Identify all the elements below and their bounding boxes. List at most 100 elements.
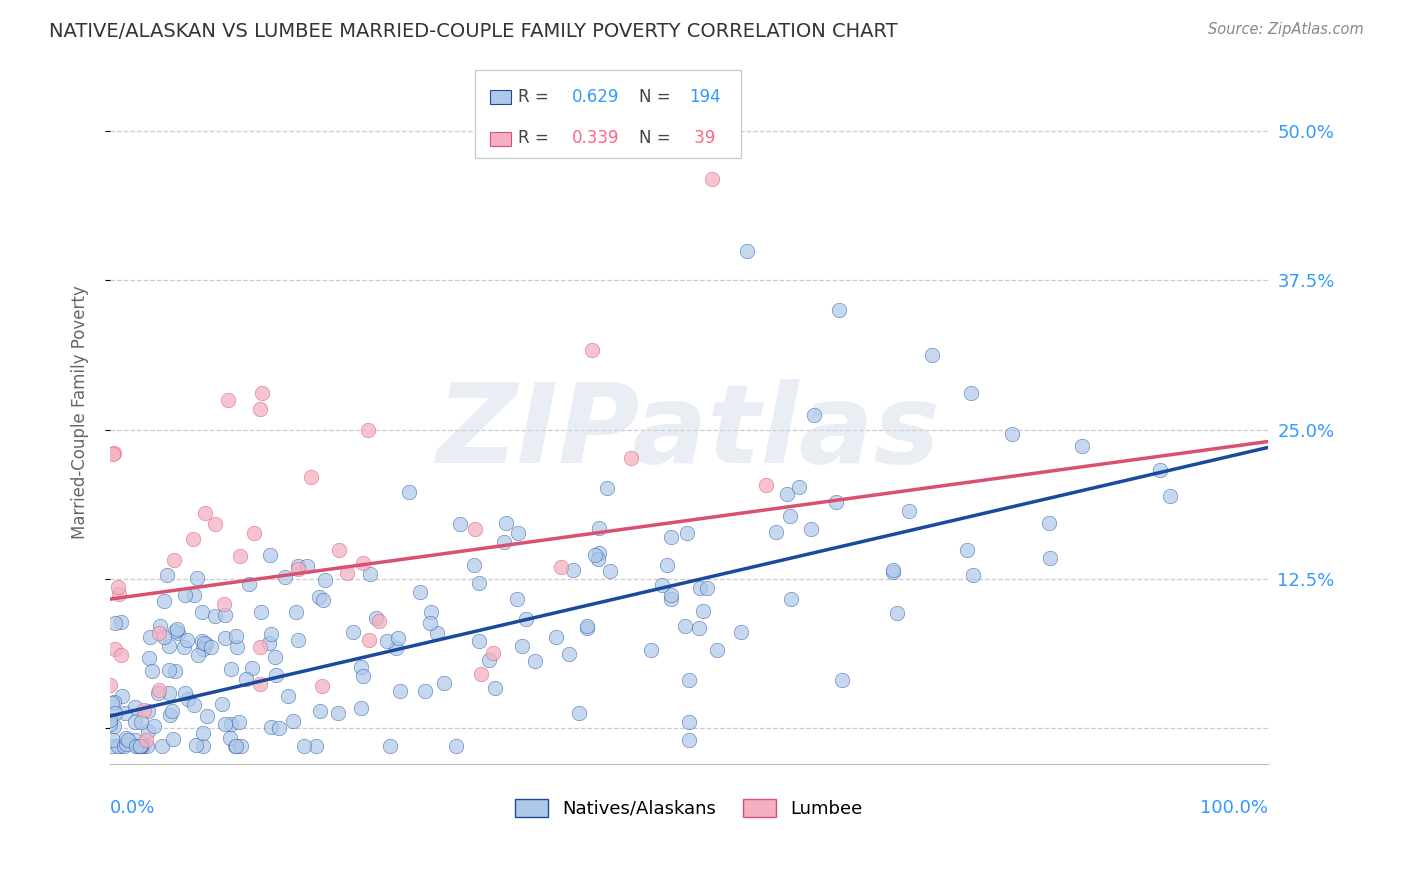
Point	[138, 650, 160, 665]
Point	[159, 686, 181, 700]
Point	[776, 486, 799, 500]
Point	[98, 713, 121, 727]
Point	[259, 548, 281, 562]
Point	[124, 715, 146, 730]
Point	[886, 607, 908, 621]
Point	[336, 566, 359, 580]
Point	[176, 633, 198, 648]
Point	[139, 630, 162, 644]
Point	[882, 565, 904, 579]
Point	[780, 592, 803, 607]
Point	[100, 716, 122, 731]
Point	[419, 616, 441, 631]
Point	[104, 642, 127, 657]
Point	[104, 706, 127, 720]
Point	[195, 708, 218, 723]
Point	[787, 479, 810, 493]
Point	[226, 640, 249, 654]
Point	[735, 244, 758, 258]
Point	[311, 593, 333, 607]
Point	[225, 629, 247, 643]
Point	[110, 648, 132, 662]
Point	[673, 619, 696, 633]
Point	[413, 683, 436, 698]
Text: N =: N =	[640, 129, 676, 147]
Point	[659, 588, 682, 602]
Point	[678, 733, 700, 747]
Point	[508, 525, 530, 540]
Point	[187, 648, 209, 662]
Point	[328, 706, 350, 720]
Point	[575, 618, 598, 632]
Point	[229, 549, 252, 564]
Point	[389, 683, 412, 698]
Point	[464, 522, 486, 536]
Point	[235, 672, 257, 686]
Point	[110, 615, 132, 630]
Point	[260, 626, 283, 640]
Point	[224, 739, 246, 753]
Point	[200, 640, 222, 655]
Point	[191, 642, 214, 657]
Point	[1039, 550, 1062, 565]
Text: 0.339: 0.339	[572, 129, 620, 147]
Point	[136, 704, 159, 718]
Point	[468, 634, 491, 648]
Point	[426, 626, 449, 640]
Point	[225, 739, 247, 753]
Point	[108, 739, 131, 753]
Text: R =: R =	[517, 129, 554, 147]
Point	[651, 578, 673, 592]
Point	[962, 568, 984, 582]
Point	[309, 705, 332, 719]
Point	[212, 597, 235, 611]
Point	[125, 739, 148, 753]
Point	[124, 699, 146, 714]
Point	[193, 726, 215, 740]
Point	[173, 686, 195, 700]
Point	[359, 566, 381, 581]
Point	[882, 563, 904, 577]
Text: 0.0%: 0.0%	[110, 799, 156, 817]
Point	[562, 563, 585, 577]
Point	[107, 739, 129, 753]
Point	[107, 580, 129, 594]
Point	[299, 470, 322, 484]
Point	[956, 542, 979, 557]
Point	[101, 732, 124, 747]
Point	[194, 506, 217, 520]
Point	[152, 739, 174, 753]
Point	[959, 385, 981, 400]
Point	[468, 576, 491, 591]
Point	[174, 588, 197, 602]
Point	[249, 402, 271, 417]
Point	[409, 584, 432, 599]
Point	[706, 643, 728, 657]
Point	[506, 591, 529, 606]
Point	[143, 719, 166, 733]
Point	[148, 625, 170, 640]
Point	[159, 708, 181, 723]
Point	[284, 605, 307, 619]
Point	[510, 639, 533, 653]
Point	[398, 485, 420, 500]
Point	[287, 562, 309, 576]
Point	[219, 662, 242, 676]
Y-axis label: Married-Couple Family Poverty: Married-Couple Family Poverty	[72, 285, 89, 539]
Point	[1038, 516, 1060, 531]
Point	[581, 343, 603, 357]
Point	[250, 386, 273, 401]
Point	[211, 697, 233, 711]
Point	[688, 621, 710, 635]
Point	[1149, 463, 1171, 477]
Point	[98, 713, 121, 727]
Point	[141, 664, 163, 678]
Point	[103, 615, 125, 630]
Point	[163, 553, 186, 567]
Point	[183, 588, 205, 602]
Point	[305, 739, 328, 753]
Point	[350, 701, 373, 715]
Point	[204, 609, 226, 624]
Point	[678, 714, 700, 729]
Text: Source: ZipAtlas.com: Source: ZipAtlas.com	[1208, 22, 1364, 37]
